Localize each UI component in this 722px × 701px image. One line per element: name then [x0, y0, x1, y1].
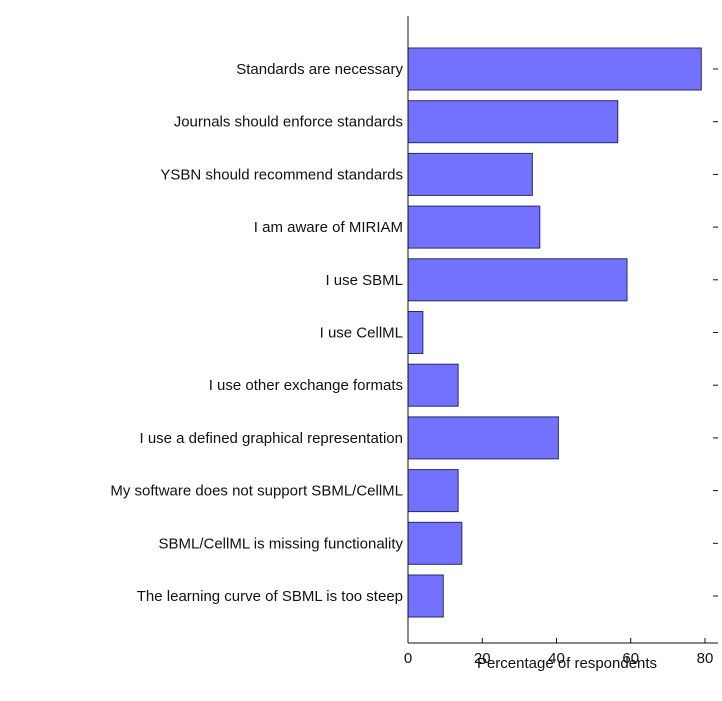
x-tick-label: 40 — [548, 650, 565, 667]
bar — [407, 152, 533, 196]
category-label: I am aware of MIRIAM — [254, 219, 403, 236]
category-label: I use a defined graphical representation — [139, 430, 403, 447]
bar — [407, 521, 463, 565]
bar — [407, 416, 559, 460]
category-label: Standards are necessary — [236, 61, 403, 78]
bar — [407, 363, 459, 407]
category-label: I use SBML — [325, 272, 403, 289]
category-label: YSBN should recommend standards — [160, 166, 403, 183]
bar — [407, 311, 424, 354]
axes-group — [407, 16, 718, 644]
category-label: The learning curve of SBML is too steep — [137, 588, 403, 605]
category-label: SBML/CellML is missing functionality — [158, 535, 403, 552]
x-tick-label: 80 — [697, 650, 714, 667]
category-labels: Standards are necessary Journals should e… — [110, 61, 403, 605]
bar — [407, 47, 702, 91]
x-axis-title: Percentage of respondents — [477, 655, 657, 672]
x-tick-label: 20 — [474, 650, 491, 667]
category-label: I use other exchange formats — [209, 377, 403, 394]
bar — [407, 469, 459, 513]
x-tick-label: 0 — [404, 650, 412, 667]
x-tick-label: 60 — [622, 650, 639, 667]
category-label: I use CellML — [320, 325, 403, 342]
category-label: Journals should enforce standards — [174, 114, 403, 131]
bar — [407, 100, 619, 144]
x-tick-labels: 0 20 40 60 80 — [404, 650, 714, 667]
bar — [407, 258, 628, 302]
category-label: My software does not support SBML/CellML — [110, 483, 403, 500]
bar — [407, 574, 444, 618]
bar — [407, 205, 541, 249]
bars-group — [407, 47, 718, 618]
